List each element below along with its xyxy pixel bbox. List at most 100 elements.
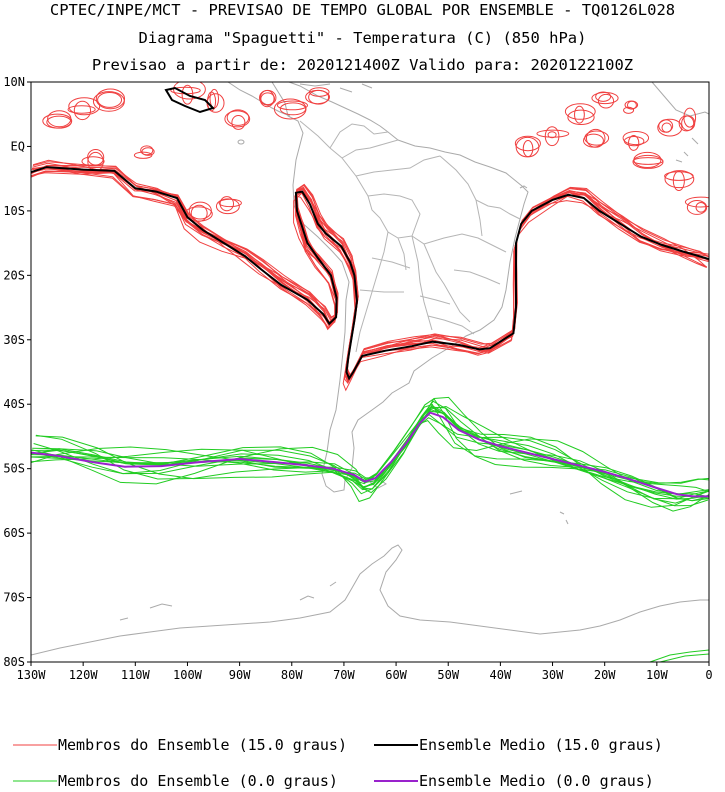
lon-label: 40W [490, 668, 512, 682]
member-15-blob [664, 170, 695, 189]
member-15-blob [567, 109, 595, 125]
mean-0-contour [31, 411, 709, 498]
lat-label: 30S [3, 333, 25, 347]
member-15-blob [574, 105, 585, 124]
coastline-layer [31, 82, 709, 656]
member-15-blob [92, 91, 125, 112]
country-borders [299, 120, 521, 353]
lat-label: 40S [3, 397, 25, 411]
lon-label: 100W [173, 668, 203, 682]
member-0-contour [31, 406, 709, 502]
title-line-3: Previsao a partir de: 2020121400Z Valido… [91, 56, 634, 74]
lat-label: 70S [3, 591, 25, 605]
member-15-blob [681, 115, 696, 131]
member-15-blob [188, 201, 212, 220]
member-15-blob [140, 145, 154, 156]
lat-label: 10N [3, 75, 25, 89]
longitude-axis: 130W 120W 110W 100W 90W 80W 70W 60W 50W 40W 30W 20W… [17, 662, 713, 682]
members-15-layer [31, 82, 709, 392]
member-15-blob [181, 84, 194, 105]
member-0-contour [31, 396, 709, 512]
member-15-blob [622, 130, 650, 146]
lon-label: 20W [594, 668, 616, 682]
antarctica-coast [31, 544, 709, 656]
member-15-blob [97, 91, 123, 108]
member-15-blob [47, 110, 72, 128]
mean-15-contour [31, 166, 709, 381]
plot-area [31, 82, 709, 662]
lon-label: 80W [281, 668, 303, 682]
member-15-blob [623, 106, 635, 114]
member-15-blob [190, 204, 208, 222]
lon-label: 60W [385, 668, 407, 682]
member-15-blob [68, 97, 101, 116]
member-15-blob [536, 129, 570, 138]
south-georgia [509, 490, 569, 525]
lon-label: 30W [542, 668, 564, 682]
lat-label: EQ [11, 139, 25, 153]
member-15-blob [695, 201, 707, 213]
caribbean-islands [299, 83, 373, 93]
member-15-blob [46, 115, 72, 129]
member-15-blob [632, 157, 664, 165]
member-15-blob [260, 92, 276, 106]
lat-label: 50S [3, 462, 25, 476]
member-15-contour [31, 167, 709, 384]
lat-label: 20S [3, 268, 25, 282]
member-15-blob [226, 109, 250, 126]
member-15-blob [624, 100, 639, 110]
member-15-blob [633, 151, 662, 169]
member-15-blob [258, 89, 277, 106]
legend-label: Membros do Ensemble (0.0 graus) [58, 772, 338, 790]
member-15-contour [32, 161, 709, 392]
lat-label: 10S [3, 204, 25, 218]
member-15-contour [31, 166, 709, 379]
member-15-blob [686, 200, 708, 215]
member-15-contour [31, 168, 709, 382]
lon-label: 70W [333, 668, 355, 682]
lon-label: 90W [229, 668, 251, 682]
member-15-blob [87, 148, 105, 166]
lat-label: 60S [3, 526, 25, 540]
member-15-blob [544, 126, 560, 147]
member-15-contour [32, 159, 708, 380]
member-15-blob [657, 118, 683, 137]
member-0-contour [31, 409, 709, 500]
lon-label: 0 [705, 668, 712, 682]
member-15-contour [32, 166, 708, 379]
member-15-blob [87, 151, 104, 172]
member-15-blob [672, 170, 685, 192]
member-0-fragment [649, 649, 709, 662]
member-15-blob [514, 135, 541, 152]
member-15-blob [678, 115, 695, 132]
member-15-blob [276, 100, 308, 111]
member-15-blob [661, 122, 672, 133]
member-15-blob [564, 103, 596, 120]
member-15-blob [231, 115, 246, 130]
legend-label: Membros do Ensemble (15.0 graus) [58, 736, 347, 754]
member-15-blob [595, 91, 612, 102]
title-line-2: Diagrama "Spaguetti" - Temperatura (C) (… [138, 29, 587, 47]
member-15-blob [547, 131, 557, 139]
member-15-blob [664, 171, 694, 181]
lon-label: 110W [121, 668, 151, 682]
antarctic-islands [119, 581, 337, 621]
member-15-blob [224, 110, 251, 128]
lon-label: 130W [17, 668, 47, 682]
member-15-blob [273, 98, 307, 120]
plot-frame [30, 81, 710, 663]
member-15-blob [73, 100, 92, 121]
member-0-contour [31, 400, 709, 504]
lon-label: 50W [437, 668, 459, 682]
mean-15-closed-contour [164, 86, 215, 114]
africa-coast [651, 82, 709, 163]
legend-label: Ensemble Medio (15.0 graus) [419, 736, 663, 754]
member-15-blob [81, 156, 105, 167]
member-15-blob [141, 147, 155, 156]
member-15-blob [219, 196, 235, 212]
member-15-blob [684, 196, 709, 208]
member-15-blob [522, 139, 534, 158]
galapagos [237, 139, 528, 189]
title-line-1: CPTEC/INPE/MCT - PREVISAO DE TEMPO GLOBA… [49, 1, 676, 19]
